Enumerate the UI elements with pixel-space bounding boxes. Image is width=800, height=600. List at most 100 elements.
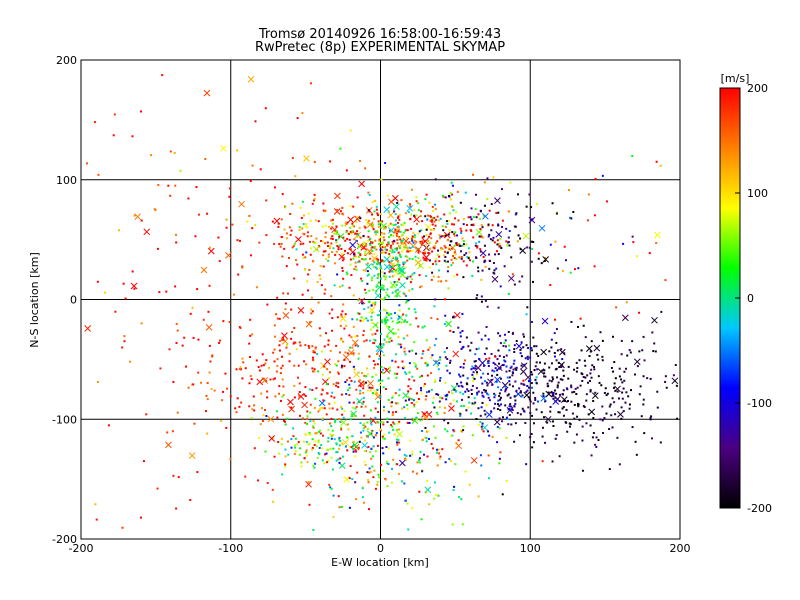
scatter-point xyxy=(438,255,441,258)
scatter-point xyxy=(408,398,411,401)
scatter-point xyxy=(264,362,267,365)
scatter-point xyxy=(386,485,389,488)
scatter-point-cross xyxy=(485,411,493,418)
scatter-point xyxy=(380,297,383,300)
scatter-point xyxy=(277,452,280,455)
scatter-point xyxy=(97,173,100,176)
y-axis-label: N-S location [km] xyxy=(28,252,41,348)
scatter-point xyxy=(455,258,458,261)
scatter-point xyxy=(643,359,646,362)
scatter-point xyxy=(423,235,426,238)
scatter-point xyxy=(421,240,424,243)
scatter-point xyxy=(449,329,452,332)
scatter-point xyxy=(614,377,617,380)
scatter-point xyxy=(391,411,394,414)
scatter-point xyxy=(401,250,404,253)
scatter-point xyxy=(543,369,546,372)
scatter-point xyxy=(280,437,283,440)
scatter-point xyxy=(317,439,320,442)
scatter-point xyxy=(351,478,354,481)
scatter-point xyxy=(341,269,344,272)
scatter-point xyxy=(465,252,468,255)
scatter-point-cross xyxy=(318,399,326,407)
scatter-point xyxy=(338,417,341,420)
scatter-point xyxy=(467,406,470,409)
scatter-point xyxy=(384,320,387,323)
scatter-point xyxy=(302,440,305,443)
scatter-point xyxy=(394,294,397,297)
scatter-point xyxy=(460,381,463,384)
scatter-point xyxy=(499,396,502,399)
scatter-point xyxy=(468,255,471,258)
scatter-point xyxy=(367,389,370,392)
scatter-point xyxy=(575,393,578,396)
scatter-point xyxy=(555,359,558,362)
scatter-point xyxy=(380,463,383,466)
scatter-point xyxy=(398,315,401,318)
scatter-point xyxy=(388,275,391,278)
scatter-point xyxy=(534,378,537,381)
scatter-point xyxy=(231,223,234,226)
scatter-point xyxy=(665,386,668,389)
scatter-point-cross xyxy=(654,231,661,239)
scatter-point xyxy=(492,236,495,239)
scatter-point-cross xyxy=(424,486,432,494)
scatter-point xyxy=(513,351,516,354)
scatter-point xyxy=(631,235,634,238)
scatter-point xyxy=(422,256,425,259)
scatter-point xyxy=(297,376,300,379)
scatter-point xyxy=(415,200,418,203)
scatter-point xyxy=(399,244,402,247)
scatter-point xyxy=(371,249,374,252)
scatter-point xyxy=(624,401,627,404)
scatter-point xyxy=(395,438,398,441)
scatter-point xyxy=(562,389,565,392)
scatter-point xyxy=(337,360,340,363)
scatter-point xyxy=(519,348,522,351)
scatter-point xyxy=(377,258,380,261)
scatter-point xyxy=(248,342,251,345)
scatter-point xyxy=(318,327,321,330)
scatter-point xyxy=(449,359,452,362)
scatter-point xyxy=(315,445,318,448)
scatter-point xyxy=(425,362,428,365)
scatter-point-cross xyxy=(361,441,369,449)
scatter-point xyxy=(346,252,349,255)
scatter-point xyxy=(582,375,585,378)
scatter-point xyxy=(345,169,348,172)
scatter-point xyxy=(351,435,354,438)
scatter-point xyxy=(310,312,313,315)
scatter-point xyxy=(332,247,335,250)
scatter-point xyxy=(422,412,425,415)
scatter-point xyxy=(430,278,433,281)
scatter-point xyxy=(319,264,322,267)
scatter-point xyxy=(594,391,597,394)
scatter-point xyxy=(205,394,208,397)
scatter-point xyxy=(390,313,393,316)
scatter-point xyxy=(639,385,642,388)
scatter-point xyxy=(505,416,508,419)
scatter-point-cross xyxy=(353,371,361,378)
scatter-point-cross xyxy=(453,311,461,319)
scatter-point xyxy=(334,253,337,256)
scatter-point xyxy=(142,460,145,463)
scatter-point xyxy=(497,386,500,389)
scatter-point xyxy=(342,236,345,239)
y-tick-label: 0 xyxy=(70,294,77,307)
scatter-point xyxy=(392,421,395,424)
scatter-point xyxy=(362,429,365,432)
scatter-point xyxy=(457,385,460,388)
scatter-point xyxy=(380,248,383,251)
scatter-point xyxy=(505,227,508,230)
scatter-point xyxy=(311,438,314,441)
scatter-point xyxy=(371,311,374,314)
scatter-point xyxy=(353,254,356,257)
scatter-point xyxy=(451,261,454,264)
scatter-point xyxy=(483,388,486,391)
scatter-point xyxy=(378,281,381,284)
scatter-point xyxy=(236,149,239,152)
scatter-point xyxy=(559,378,562,381)
scatter-point xyxy=(275,410,278,413)
scatter-point xyxy=(317,430,320,433)
scatter-point xyxy=(618,463,621,466)
